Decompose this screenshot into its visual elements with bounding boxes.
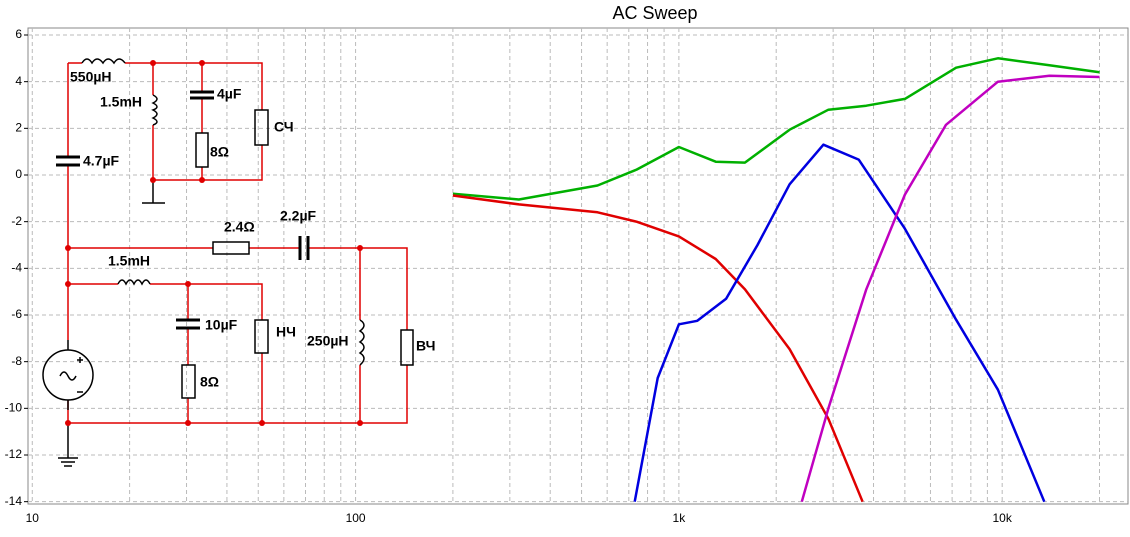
y-tick-label: -2 <box>11 214 22 228</box>
wires <box>67 62 408 424</box>
component-label: 4.7µF <box>83 153 120 169</box>
component-label: 2.2µF <box>280 208 317 224</box>
nodes <box>65 60 363 426</box>
resistor <box>400 329 414 366</box>
component-label: 550µH <box>70 69 112 85</box>
y-tick-label: 4 <box>15 74 22 88</box>
grid <box>24 28 1128 504</box>
resistor <box>254 109 269 146</box>
x-tick-label: 100 <box>346 511 366 525</box>
series-line <box>452 194 864 503</box>
component-label: 2.4Ω <box>224 219 255 235</box>
x-tick-label: 10 <box>26 511 40 525</box>
series-line <box>633 143 1046 503</box>
y-tick-label: 0 <box>15 167 22 181</box>
y-tick-label: 2 <box>15 121 22 135</box>
capacitors <box>56 90 310 330</box>
y-tick-label: -12 <box>5 447 23 461</box>
inductor <box>117 279 151 286</box>
inductor <box>151 94 158 126</box>
component-label: ВЧ <box>416 338 435 354</box>
y-tick-label: -6 <box>11 307 22 321</box>
y-tick-label: -10 <box>5 401 23 415</box>
x-tick-label: 10k <box>993 511 1013 525</box>
x-tick-label: 1k <box>673 511 687 525</box>
series-group <box>452 57 1100 503</box>
y-tick-label: -8 <box>11 354 22 368</box>
y-tick-label: -14 <box>5 494 23 508</box>
symbols <box>58 180 165 467</box>
resistor <box>181 364 196 399</box>
y-tick-label: 6 <box>15 27 22 41</box>
y-tick-label: -4 <box>11 261 22 275</box>
resistor <box>212 241 250 255</box>
component-label: 8Ω <box>210 144 229 160</box>
inductor <box>358 319 365 366</box>
component-label: 4µF <box>217 86 242 102</box>
series-line <box>800 74 1100 503</box>
plot-area <box>27 27 1129 505</box>
component-label: 10µF <box>205 317 238 333</box>
circuit-diagram: 550µH 1.5mH 4µF 8Ω СЧ 4.7µF 2.4Ω 2.2µF 1… <box>42 58 435 467</box>
inductor <box>81 58 126 65</box>
resistor <box>254 319 269 354</box>
component-label: СЧ <box>274 119 294 135</box>
component-label: 250µH <box>307 333 349 349</box>
chart-title: AC Sweep <box>612 3 697 23</box>
component-label: 1.5mH <box>108 253 150 269</box>
component-label: 8Ω <box>200 374 219 390</box>
component-label: НЧ <box>276 324 296 340</box>
series-line <box>452 57 1100 201</box>
resistor <box>195 132 209 168</box>
component-label: 1.5mH <box>100 94 142 110</box>
